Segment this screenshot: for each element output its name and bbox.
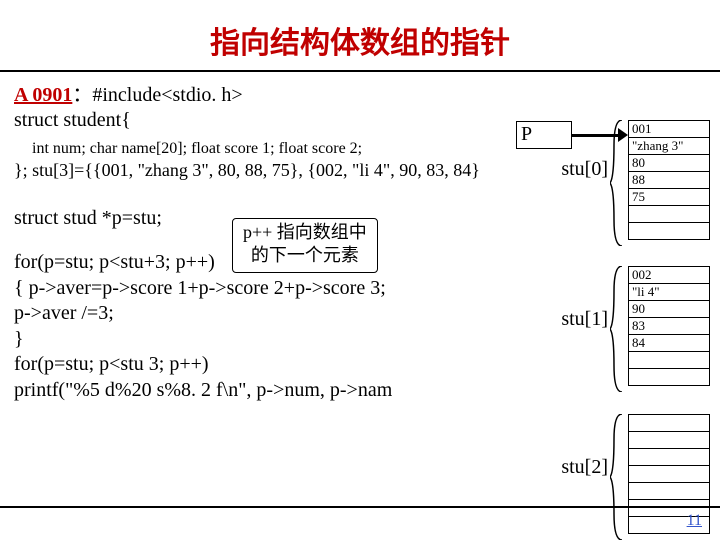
mem1-cell: 002	[629, 267, 710, 284]
mem2-cell	[629, 415, 710, 432]
stu0-label: stu[0]	[561, 158, 608, 181]
mem1-cell: 84	[629, 335, 710, 352]
brace0-icon	[610, 120, 626, 246]
code-line-3: int num; char name[20]; float score 1; f…	[32, 140, 706, 158]
brace2-icon	[610, 414, 626, 540]
content-area: A 0901：#include<stdio. h> struct student…	[0, 78, 720, 404]
pointer-p-box: P	[516, 121, 572, 149]
ref-label: A 0901	[14, 84, 72, 106]
mem1-cell: 83	[629, 318, 710, 335]
mem0-cell: 001	[629, 121, 710, 138]
mem0-cell	[629, 223, 710, 240]
brace1-icon	[610, 266, 626, 392]
mem0-cell: "zhang 3"	[629, 138, 710, 155]
mem0-cell: 88	[629, 172, 710, 189]
annotation-line-2: 的下一个元素	[243, 244, 367, 267]
page-number: 11	[687, 512, 702, 530]
mem0-cell	[629, 206, 710, 223]
mem2-cell	[629, 483, 710, 500]
include-text: ：#include<stdio. h>	[72, 84, 242, 106]
mem2-cell	[629, 432, 710, 449]
memory-table-1: 002 "li 4" 90 83 84	[628, 266, 710, 386]
code-line-f: printf("%5 d%20 s%8. 2 f\n", p->num, p->…	[14, 378, 706, 404]
mem0-cell: 75	[629, 189, 710, 206]
code-line-e: for(p=stu; p<stu 3; p++)	[14, 352, 706, 378]
mem1-cell	[629, 369, 710, 386]
mem2-cell	[629, 466, 710, 483]
mem1-cell	[629, 352, 710, 369]
stu2-label: stu[2]	[561, 456, 608, 479]
memory-table-0: 001 "zhang 3" 80 88 75	[628, 120, 710, 240]
slide-title: 指向结构体数组的指针	[0, 0, 720, 72]
code-line-2: struct student{	[14, 109, 706, 132]
stu1-label: stu[1]	[561, 308, 608, 331]
code-line-b: { p->aver=p->score 1+p->score 2+p->score…	[14, 276, 706, 302]
mem2-cell	[629, 449, 710, 466]
code-line-1: A 0901：#include<stdio. h>	[14, 78, 706, 107]
bottom-separator	[0, 506, 720, 508]
mem1-cell: 90	[629, 301, 710, 318]
annotation-line-1: p++ 指向数组中	[243, 221, 367, 244]
annotation-box: p++ 指向数组中 的下一个元素	[232, 218, 378, 273]
mem1-cell: "li 4"	[629, 284, 710, 301]
mem0-cell: 80	[629, 155, 710, 172]
